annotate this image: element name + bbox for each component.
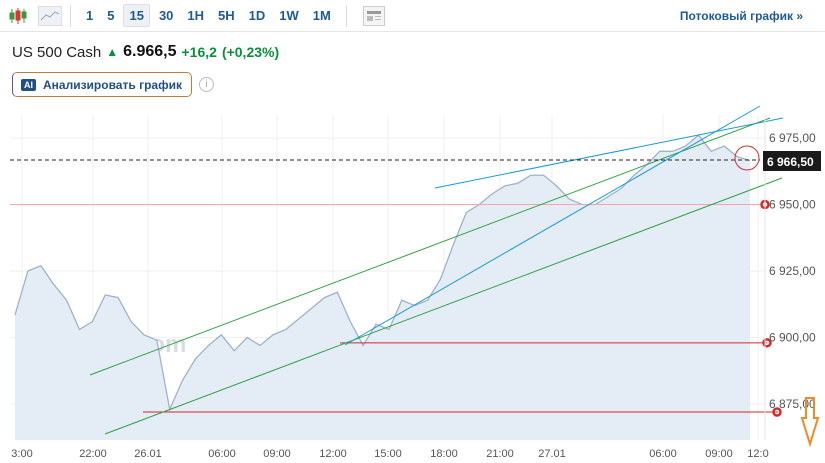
x-tick-label: 18:00 [430,448,458,460]
toolbar: 1 5 15 30 1H 5H 1D 1W 1M Потоковый графи… [0,0,825,32]
y-tick-label: 6 900,00 [769,331,816,345]
x-tick-label: 09:00 [263,448,291,460]
timeframe-30[interactable]: 30 [158,8,174,23]
x-tick-label: 06:00 [649,448,677,460]
timeframe-1m[interactable]: 1M [312,8,331,23]
channel-upper-line [89,117,771,376]
channel-lower-line [104,177,783,435]
trend-line-upper [434,117,784,189]
y-tick-label: 6 875,00 [769,397,816,411]
x-tick-label: 09:00 [705,448,733,460]
analyze-chart-label: Анализировать график [43,77,182,92]
x-tick-label: 12:00 [319,448,347,460]
x-tick-label: 3:00 [11,448,32,460]
timeframe-5[interactable]: 5 [107,8,115,23]
x-tick-label: 22:00 [79,448,107,460]
timeframe-1[interactable]: 1 [86,8,94,23]
divider [70,4,71,27]
streaming-chart-link[interactable]: Потоковый график » [679,9,803,23]
x-tick-label: 27.01 [538,448,566,460]
current-price-label: 6 966,50 [767,155,814,169]
timeframe-5h[interactable]: 5H [218,8,235,23]
x-tick-label: 26.01 [134,448,162,460]
analyze-chart-button[interactable]: AI Анализировать график [12,72,192,97]
price-change-percent: (+0,23%) [221,44,280,60]
timeframe-1h[interactable]: 1H [187,8,205,23]
x-tick-label: 06:00 [208,448,236,460]
arrow-up-icon: ▲ [106,45,119,59]
info-icon[interactable]: i [199,77,214,92]
price-change: +16,2 [181,44,217,60]
timeframe-15[interactable]: 15 [123,4,150,27]
layout-icon[interactable] [362,5,385,26]
candlestick-icon[interactable] [8,6,30,26]
price-area [15,135,750,440]
last-price: 6.966,5 [123,43,177,60]
area-chart-icon[interactable] [38,5,62,26]
timeframe-1w[interactable]: 1W [279,8,299,23]
current-price-tag [763,151,821,171]
level-handle[interactable] [772,407,782,417]
instrument-name: US 500 Cash [12,43,102,61]
x-tick-label: 12:0 [747,448,768,460]
highlight-circle [734,145,760,171]
level-handle[interactable] [762,338,772,348]
y-tick-label: 6 950,00 [769,198,816,212]
divider [345,4,347,27]
arrow-down-icon [800,397,820,448]
quote-header: US 500 Cash ▲ 6.966,5 +16,2 (+0,23%) [12,43,279,61]
trend-line-steep [344,105,761,346]
x-tick-label: 15:00 [374,448,402,460]
ai-icon: AI [21,78,36,91]
timeframe-1d[interactable]: 1D [248,8,266,23]
x-tick-label: 21:00 [486,448,514,460]
y-tick-label: 6 925,00 [769,264,816,278]
y-tick-label: 6 975,00 [769,131,816,145]
